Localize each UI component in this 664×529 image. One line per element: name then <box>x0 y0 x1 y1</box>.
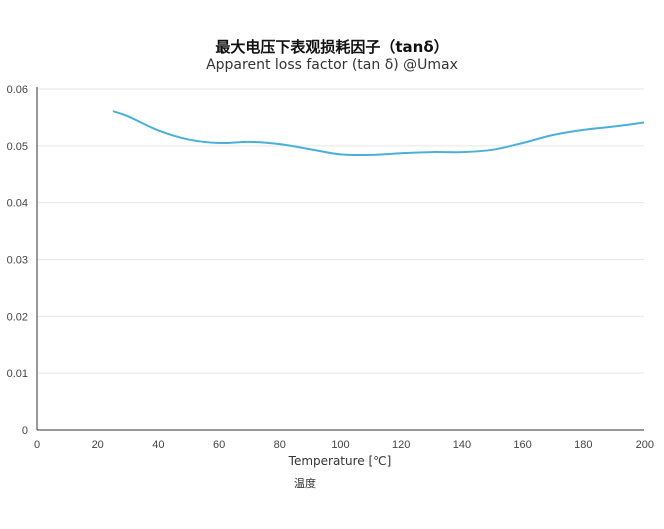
x-tick-label: 0 <box>34 439 40 451</box>
x-tick-label: 60 <box>213 439 225 451</box>
y-tick-labels: 0 0.01 0.02 0.03 0.04 0.05 0.06 <box>7 84 28 437</box>
x-tick-labels: 0 20 40 60 80 100 120 140 160 180 200 <box>34 439 654 451</box>
x-axis-label-secondary: 温度 <box>294 477 316 490</box>
x-tick-label: 40 <box>152 439 164 451</box>
y-tick-label: 0.06 <box>7 84 28 96</box>
chart-subtitle: Apparent loss factor (tan δ) @Umax <box>206 57 458 73</box>
series-lines <box>112 110 645 157</box>
x-tick-label: 20 <box>92 439 104 451</box>
y-tick-label: 0.03 <box>7 255 28 267</box>
y-tick-label: 0.05 <box>7 141 28 153</box>
y-tick-label: 0.04 <box>7 198 28 210</box>
series-line <box>112 110 645 157</box>
axes <box>36 87 644 431</box>
chart-title: 最大电压下表观损耗因子（tanδ） <box>215 38 449 56</box>
x-tick-label: 120 <box>392 439 410 451</box>
x-tick-label: 160 <box>513 439 531 451</box>
x-tick-label: 180 <box>574 439 592 451</box>
x-axis-label: Temperature [℃] <box>288 454 392 468</box>
x-tick-label: 200 <box>636 439 654 451</box>
y-tick-label: 0.01 <box>7 368 28 380</box>
y-tick-label: 0 <box>22 425 28 437</box>
y-tick-label: 0.02 <box>7 311 28 323</box>
x-tick-label: 140 <box>453 439 471 451</box>
x-tick-label: 80 <box>274 439 286 451</box>
grid-lines <box>37 88 644 374</box>
x-tick-label: 100 <box>331 439 349 451</box>
